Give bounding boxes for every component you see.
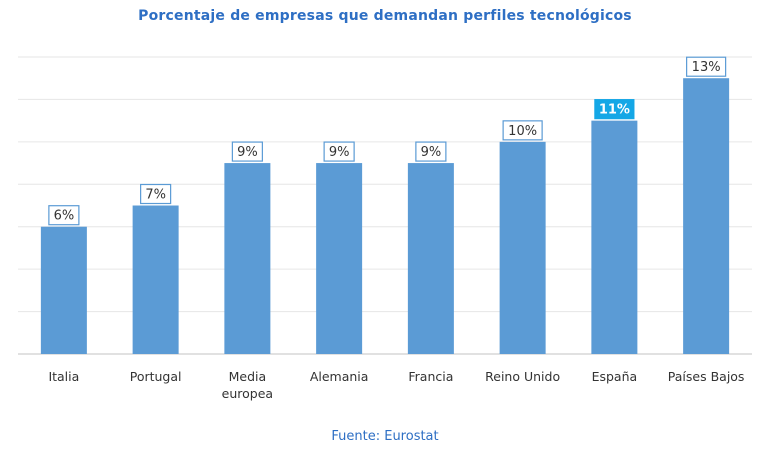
- data-label: 11%: [594, 99, 635, 120]
- x-tick-label: España: [592, 369, 638, 384]
- bar: [224, 163, 271, 354]
- data-label: 6%: [48, 205, 80, 226]
- bar: [316, 163, 363, 354]
- x-tick-label: Italia: [48, 369, 79, 384]
- data-label-box: [48, 205, 80, 226]
- data-label: 9%: [231, 141, 263, 162]
- bar: [407, 163, 454, 354]
- source-note: Fuente: Eurostat: [331, 429, 439, 444]
- data-label-text: 10%: [508, 124, 537, 139]
- x-tick-label: Países Bajos: [668, 369, 745, 384]
- data-label-text: 9%: [421, 145, 442, 160]
- x-tick-label: Media: [229, 369, 267, 384]
- data-label-box: [502, 120, 543, 141]
- bar: [683, 78, 730, 354]
- x-tick-label: Portugal: [130, 369, 182, 384]
- x-tick-label: Francia: [408, 369, 453, 384]
- bars: [40, 78, 730, 355]
- data-label-text: 6%: [54, 209, 75, 224]
- x-tick-labels: Italia Portugal Media europea Alemania Franci…: [48, 369, 744, 401]
- data-label-text: 9%: [329, 145, 350, 160]
- data-label-box: [231, 141, 263, 162]
- bar: [499, 141, 546, 354]
- data-label-text: 11%: [599, 103, 630, 118]
- data-labels: 6% 7% 9% 9% 9% 10% 11% 13%: [48, 56, 727, 226]
- data-label: 9%: [415, 141, 447, 162]
- gridlines: [18, 56, 752, 355]
- data-label-text: 7%: [145, 188, 166, 203]
- data-label: 13%: [686, 56, 727, 77]
- data-label-text: 13%: [692, 60, 721, 75]
- data-label-box: [415, 141, 447, 162]
- data-label: 7%: [140, 183, 172, 205]
- bar: [40, 226, 87, 354]
- data-label-box: [686, 56, 727, 77]
- data-label-box: [140, 183, 172, 205]
- data-label-box: [323, 141, 355, 162]
- data-label: 9%: [323, 141, 355, 162]
- bar: [591, 120, 638, 355]
- x-tick-label: europea: [222, 386, 273, 401]
- data-label: 10%: [502, 120, 543, 141]
- data-label-text: 9%: [237, 145, 258, 160]
- x-tick-label: Reino Unido: [485, 369, 560, 384]
- bar: [132, 205, 179, 354]
- chart-title: Porcentaje de empresas que demandan perf…: [138, 8, 632, 24]
- x-tick-label: Alemania: [310, 369, 369, 384]
- data-label-box: [594, 99, 635, 120]
